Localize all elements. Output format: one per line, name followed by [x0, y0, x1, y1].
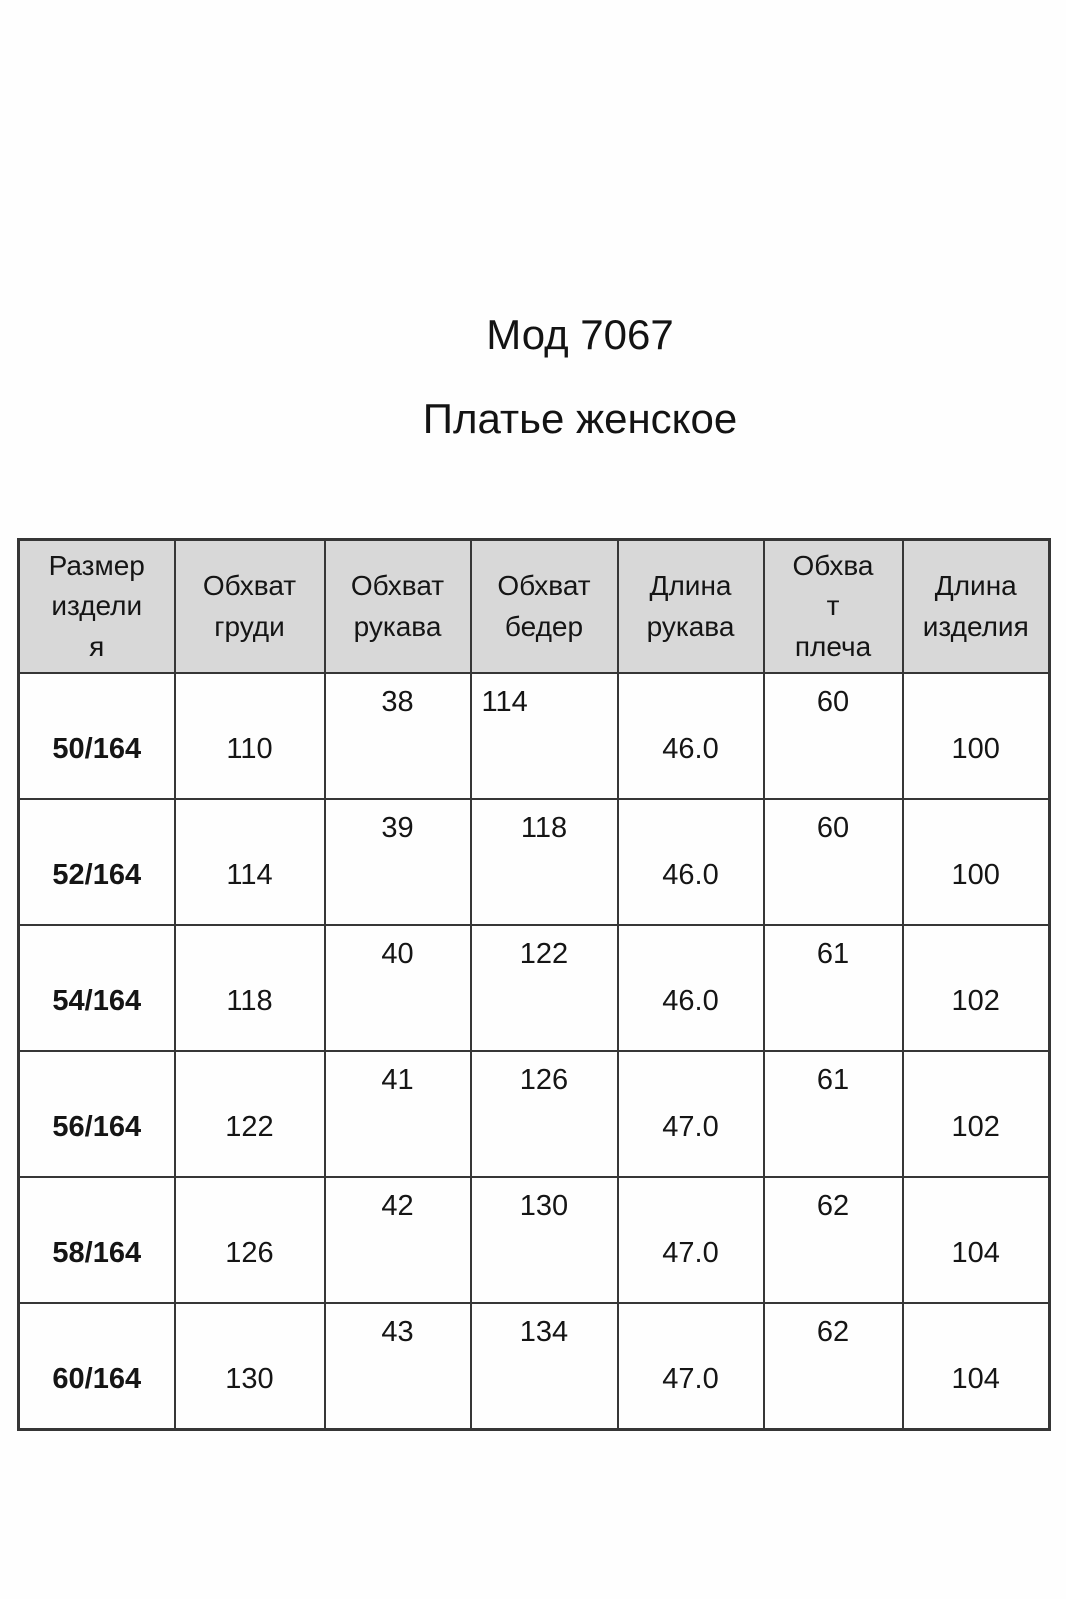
cell-item-length: 104 — [901, 1176, 1051, 1304]
cell-hips: 114 — [469, 672, 619, 800]
cell-hips: 134 — [469, 1302, 619, 1431]
cell-shoulder: 60 — [762, 798, 904, 926]
cell-sleeve-length: 47.0 — [616, 1302, 765, 1431]
cell-sleeve-length: 46.0 — [616, 672, 765, 800]
cell-sleeve-girth: 40 — [323, 924, 472, 1052]
table-row: 58/164 126 42 130 47.0 62 104 — [17, 1176, 1051, 1304]
cell-sleeve-girth: 41 — [323, 1050, 472, 1178]
header-size: Размер издели я — [17, 538, 176, 674]
header-item-length: Длина изделия — [901, 538, 1051, 674]
cell-sleeve-length: 46.0 — [616, 924, 765, 1052]
cell-hips: 122 — [469, 924, 619, 1052]
cell-sleeve-girth: 38 — [323, 672, 472, 800]
cell-sleeve-girth: 42 — [323, 1176, 472, 1304]
header-row: Размер издели я Обхват груди Обхват рука… — [17, 538, 1051, 674]
header-sleeve-girth: Обхват рукава — [323, 538, 472, 674]
cell-chest: 114 — [173, 798, 326, 926]
table-row: 54/164 118 40 122 46.0 61 102 — [17, 924, 1051, 1052]
cell-size: 52/164 — [17, 798, 176, 926]
size-chart-table: Размер издели я Обхват груди Обхват рука… — [17, 538, 1051, 1431]
header-chest: Обхват груди — [173, 538, 326, 674]
table-row: 50/164 110 38 114 46.0 60 100 — [17, 672, 1051, 800]
cell-shoulder: 61 — [762, 1050, 904, 1178]
cell-item-length: 102 — [901, 1050, 1051, 1178]
cell-shoulder: 60 — [762, 672, 904, 800]
cell-shoulder: 62 — [762, 1176, 904, 1304]
cell-hips: 118 — [469, 798, 619, 926]
cell-sleeve-girth: 43 — [323, 1302, 472, 1431]
header-sleeve-length: Длина рукава — [616, 538, 765, 674]
table-row: 52/164 114 39 118 46.0 60 100 — [17, 798, 1051, 926]
header-shoulder: Обхва т плеча — [762, 538, 904, 674]
cell-size: 56/164 — [17, 1050, 176, 1178]
cell-size: 54/164 — [17, 924, 176, 1052]
cell-chest: 110 — [173, 672, 326, 800]
cell-shoulder: 61 — [762, 924, 904, 1052]
cell-hips: 126 — [469, 1050, 619, 1178]
cell-chest: 126 — [173, 1176, 326, 1304]
table-row: 56/164 122 41 126 47.0 61 102 — [17, 1050, 1051, 1178]
cell-item-length: 100 — [901, 798, 1051, 926]
cell-chest: 130 — [173, 1302, 326, 1431]
cell-hips: 130 — [469, 1176, 619, 1304]
cell-chest: 118 — [173, 924, 326, 1052]
table-row: 60/164 130 43 134 47.0 62 104 — [17, 1302, 1051, 1431]
cell-item-length: 102 — [901, 924, 1051, 1052]
cell-sleeve-girth: 39 — [323, 798, 472, 926]
cell-sleeve-length: 47.0 — [616, 1050, 765, 1178]
page-subtitle: Платье женское — [422, 395, 738, 442]
cell-size: 60/164 — [17, 1302, 176, 1431]
cell-shoulder: 62 — [762, 1302, 904, 1431]
cell-size: 50/164 — [17, 672, 176, 800]
header-hips: Обхват бедер — [469, 538, 619, 674]
cell-sleeve-length: 46.0 — [616, 798, 765, 926]
cell-size: 58/164 — [17, 1176, 176, 1304]
cell-chest: 122 — [173, 1050, 326, 1178]
page-title: Мод 7067 — [486, 311, 674, 358]
cell-item-length: 100 — [901, 672, 1051, 800]
cell-item-length: 104 — [901, 1302, 1051, 1431]
cell-sleeve-length: 47.0 — [616, 1176, 765, 1304]
